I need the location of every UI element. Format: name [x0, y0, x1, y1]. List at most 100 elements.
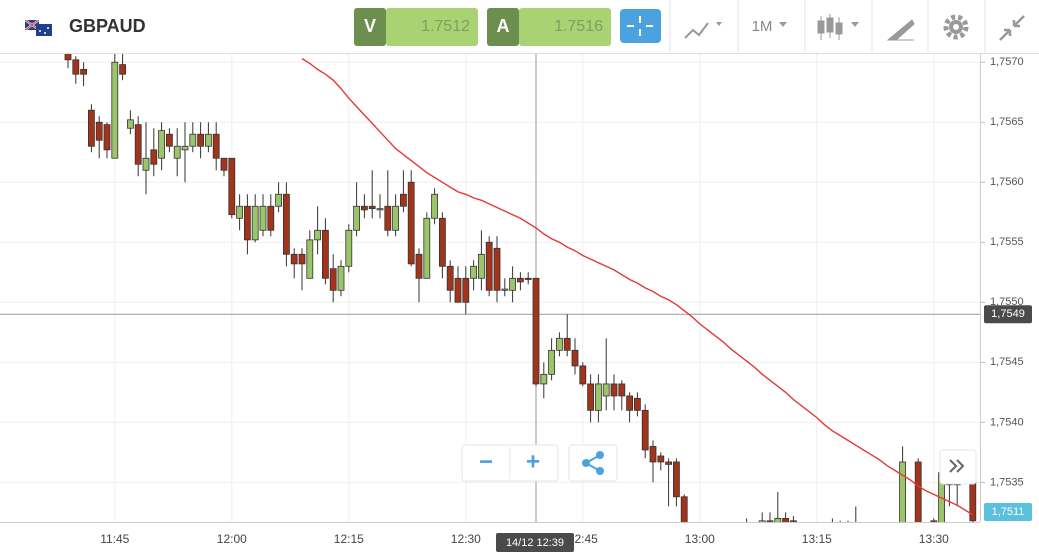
candle-body — [298, 253, 306, 265]
candle-body — [790, 520, 797, 522]
candle-body — [563, 337, 571, 351]
candle-body — [376, 208, 384, 211]
scroll-right-button[interactable] — [939, 449, 977, 485]
timeframe-caret — [779, 22, 787, 27]
candle-body — [119, 64, 126, 75]
candle-body — [969, 481, 977, 522]
buy-label: A — [497, 16, 510, 36]
share-icon — [582, 451, 604, 475]
candle-body — [72, 59, 80, 75]
candle-body — [158, 130, 166, 159]
candle-body — [766, 520, 774, 522]
collapse-button[interactable] — [999, 15, 1025, 41]
sell-label: V — [364, 16, 376, 36]
chart-type-button[interactable] — [684, 22, 722, 39]
x-tick-label: 13:15 — [802, 532, 832, 546]
candle-style-button[interactable] — [817, 14, 859, 40]
candle-body — [360, 205, 368, 211]
candle-body — [329, 268, 337, 291]
x-tick-label: 12:15 — [334, 532, 364, 546]
candle-body — [384, 205, 392, 231]
draw-tool-button[interactable] — [886, 19, 915, 41]
candle-body — [243, 205, 251, 241]
flag-icon — [24, 19, 52, 36]
sell-price: 1.7512 — [421, 18, 470, 35]
candle-body — [556, 337, 563, 351]
candle-body — [189, 133, 197, 147]
candle-body — [127, 119, 134, 129]
candle-body — [80, 69, 87, 75]
toolbar-separators — [669, 0, 986, 53]
candle-body — [774, 517, 782, 522]
candle-body — [282, 193, 290, 255]
candle-body — [595, 383, 602, 411]
candle-body — [399, 193, 407, 207]
candle-body — [618, 383, 626, 397]
candle-body — [602, 383, 610, 397]
candle-body — [290, 253, 298, 265]
candle-body — [532, 277, 540, 385]
candle-body — [610, 383, 618, 397]
candle-body — [470, 265, 478, 279]
buy-button[interactable] — [487, 8, 519, 46]
candle-body — [103, 124, 111, 151]
candle-body — [197, 133, 205, 147]
buy-price: 1.7516 — [554, 18, 603, 35]
candle-body — [337, 265, 345, 291]
candle-body — [368, 205, 376, 210]
candle-body — [88, 109, 95, 147]
plot-area — [64, 54, 977, 522]
candle-body — [680, 496, 688, 522]
candle-body — [899, 461, 906, 522]
x-tick-label: 11:45 — [100, 532, 129, 546]
zoom-out[interactable]: − — [479, 448, 493, 475]
candle-body — [665, 461, 672, 465]
x-tick-label: 13:00 — [685, 532, 715, 546]
candle-body — [321, 229, 329, 279]
y-tick-label: 1,7560 — [990, 176, 1024, 188]
candle-body — [181, 145, 189, 151]
last-price-box — [984, 503, 1032, 521]
crosshair-button[interactable] — [620, 9, 661, 43]
candle-body — [236, 205, 244, 219]
candle-body — [758, 520, 766, 522]
settings-button[interactable] — [943, 14, 969, 40]
axis: 1,7570 1,7565 1,7560 1,7555 1,7550 1,7545 1,75… — [0, 54, 1032, 552]
sell-button[interactable] — [354, 8, 386, 46]
candle-body — [517, 277, 524, 283]
candle-body — [782, 517, 789, 522]
candle-body — [548, 349, 555, 375]
candle-body — [634, 397, 641, 411]
candle-body — [165, 133, 173, 147]
candle-body — [454, 277, 462, 303]
candle-body — [134, 124, 142, 165]
candle-body — [64, 54, 72, 61]
candle-body — [345, 229, 353, 267]
candle-body — [353, 205, 361, 231]
candle-body — [314, 229, 322, 241]
crosshair-price-label: 1,7549 — [991, 308, 1025, 320]
y-tick-label: 1,7565 — [990, 116, 1024, 128]
candle-body — [259, 205, 267, 231]
candle-body — [509, 277, 517, 291]
candle-body — [641, 409, 649, 451]
candle-body — [501, 288, 509, 291]
timeframe[interactable]: 1M — [752, 18, 773, 35]
candle-body — [571, 349, 579, 367]
candle-body — [111, 61, 119, 159]
candle-body — [275, 193, 283, 207]
share-button[interactable] — [568, 444, 618, 482]
candle-body — [438, 217, 446, 267]
candle-body — [914, 461, 922, 522]
candle-body — [150, 149, 158, 165]
zoom-in[interactable]: + — [526, 448, 540, 475]
x-tick-label: 12:45 — [568, 532, 598, 546]
candle-body — [212, 133, 220, 159]
sell-price-box[interactable] — [386, 8, 478, 46]
candle-body — [462, 277, 470, 303]
last-price-label: 1,7511 — [992, 506, 1025, 518]
candle-body — [579, 365, 587, 385]
candle-body — [524, 277, 532, 280]
buy-price-box[interactable] — [519, 8, 611, 46]
